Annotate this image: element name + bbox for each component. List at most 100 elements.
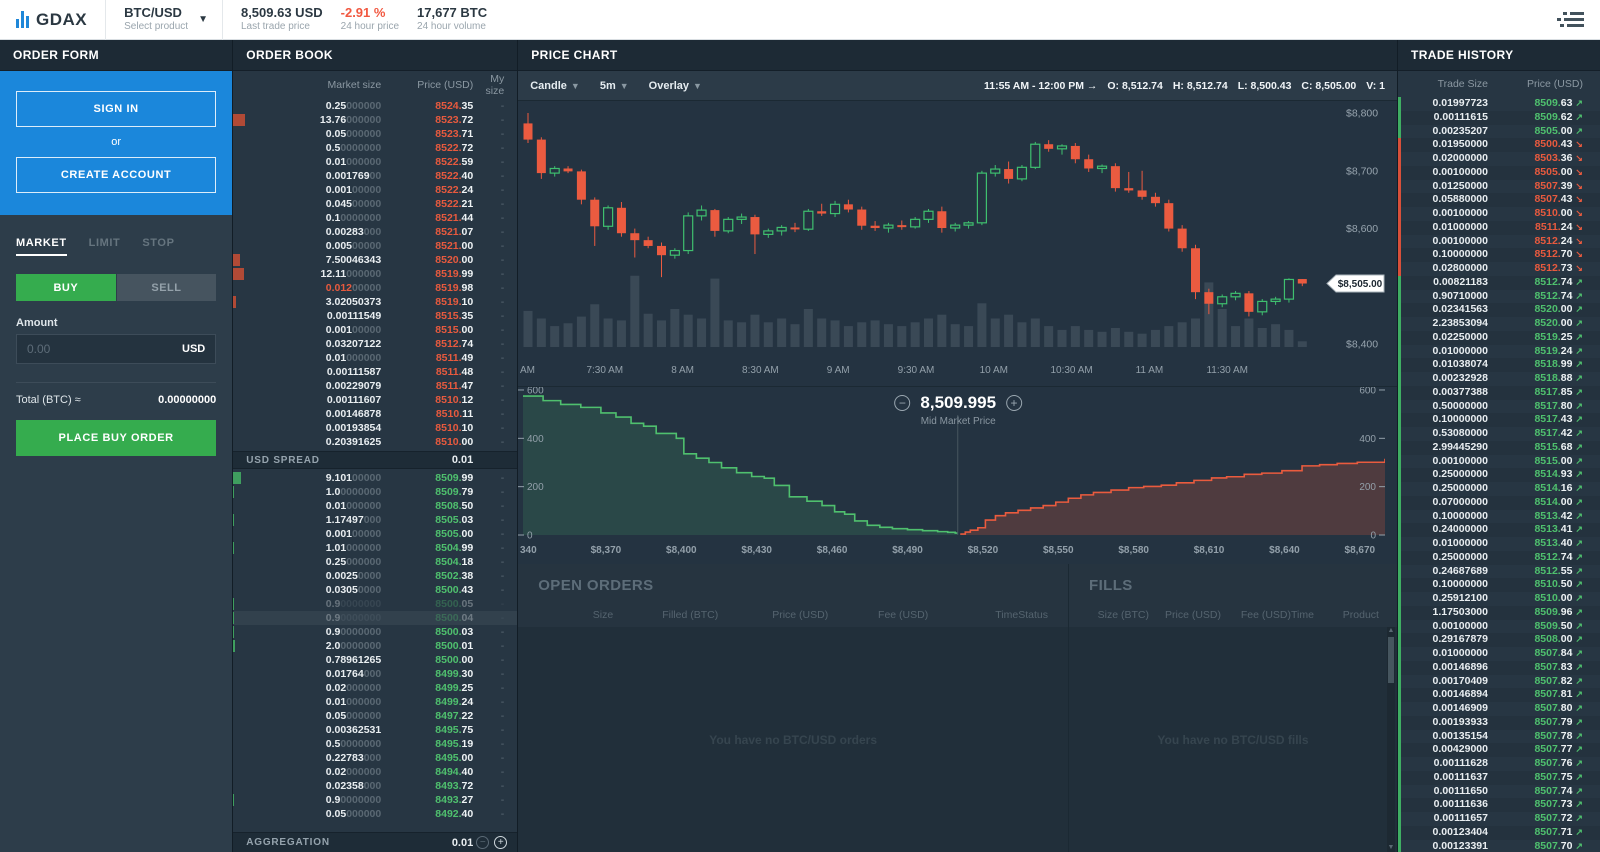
order-book-row[interactable]: 0.05000000 8492.40 -	[233, 807, 517, 821]
order-book-row[interactable]: 0.01764000 8499.30 -	[233, 667, 517, 681]
price: 8520.00	[435, 254, 474, 266]
tab-market[interactable]: MARKET	[16, 237, 67, 256]
order-book-row[interactable]: 0.00500000 8521.00 -	[233, 239, 517, 253]
order-book-row[interactable]: 0.05000000 8497.22 -	[233, 709, 517, 723]
menu-icon[interactable]	[1557, 9, 1584, 30]
order-book-row[interactable]: 0.02000000 8499.25 -	[233, 681, 517, 695]
order-book-row[interactable]: 7.50046343 8520.00 -	[233, 253, 517, 267]
order-book-row[interactable]: 0.25000000 8524.35 -	[233, 99, 517, 113]
order-book-row[interactable]: 0.04500000 8522.21 -	[233, 197, 517, 211]
scroll-down-icon[interactable]: ▼	[1387, 844, 1395, 851]
order-book-row[interactable]: 1.17497000 8505.03 -	[233, 513, 517, 527]
trade-time: 11:55:24	[1583, 166, 1600, 180]
order-book-row[interactable]: 0.50000000 8522.72 -	[233, 141, 517, 155]
order-book-row[interactable]: 1.00000000 8509.79 -	[233, 485, 517, 499]
order-book-row[interactable]: 0.01000000 8522.59 -	[233, 155, 517, 169]
price: 8500.03	[435, 626, 474, 638]
order-book-row[interactable]: 12.11000000 8519.99 -	[233, 267, 517, 281]
trade-row: 0.00235207 8505.00↗11:55:31	[1397, 124, 1600, 139]
order-book-row[interactable]: 0.90000000 8500.04 -	[233, 611, 518, 625]
signin-box: SIGN IN or CREATE ACCOUNT	[0, 71, 233, 215]
scroll-up-icon[interactable]: ▲	[1387, 627, 1395, 634]
order-book-row[interactable]: 0.00111587 8511.48 -	[233, 365, 517, 379]
create-account-button[interactable]: CREATE ACCOUNT	[16, 157, 217, 193]
interval-dropdown[interactable]: 5m ▼	[599, 79, 629, 92]
arrow-up-right-icon: ↗	[1575, 455, 1583, 466]
order-book-row[interactable]: 0.00100000 8505.00 -	[233, 527, 517, 541]
order-book-row[interactable]: 3.02050373 8519.10 -	[233, 295, 517, 309]
order-book-row[interactable]: 0.00100000 8522.24 -	[233, 183, 517, 197]
zoom-in-button[interactable]: +	[1006, 395, 1023, 411]
fills-scrollbar[interactable]: ▲ ▼	[1386, 627, 1395, 852]
spread-row: USD SPREAD 0.01	[233, 451, 518, 469]
order-book-row[interactable]: 0.03050000 8500.43 -	[233, 583, 517, 597]
order-book-row[interactable]: 0.00362531 8495.75 -	[233, 723, 517, 737]
trade-size: 0.01000000	[1432, 647, 1488, 659]
order-book-row[interactable]: 0.01000000 8499.24 -	[233, 695, 517, 709]
chart-type-dropdown[interactable]: Candle ▼	[530, 79, 580, 92]
price: 8494.40	[435, 766, 474, 778]
order-book-row[interactable]: 0.00111549 8515.35 -	[233, 309, 517, 323]
svg-text:200: 200	[527, 482, 544, 493]
place-buy-order-button[interactable]: PLACE BUY ORDER	[16, 420, 217, 456]
trade-price: 8507.71 ↗	[1534, 825, 1583, 838]
order-book-row[interactable]: 0.02000000 8494.40 -	[233, 765, 517, 779]
trade-row: 2.23853094 8520.00↗11:54:58	[1397, 317, 1600, 331]
market-size: 1.01000000	[325, 542, 382, 554]
price: 8511.49	[435, 352, 474, 364]
price: 8508.50	[435, 500, 474, 512]
order-book-row[interactable]: 0.00250000 8502.38 -	[233, 569, 517, 583]
order-book-row[interactable]: 0.05000000 8523.71 -	[233, 127, 517, 141]
order-book-row[interactable]: 0.90000000 8493.27 -	[233, 793, 517, 807]
price: 8500.05	[435, 598, 474, 610]
order-book-row[interactable]: 0.02358000 8493.72 -	[233, 779, 517, 793]
last-trade-price: 8,509.63 USD	[240, 5, 323, 21]
order-book-row[interactable]: 0.00146878 8510.11 -	[233, 407, 517, 421]
trade-size: 0.07000000	[1432, 495, 1488, 508]
market-size: 0.00362531	[325, 724, 382, 736]
price: 8510.00	[435, 436, 474, 448]
order-book-row[interactable]: 0.00111607 8510.12 -	[233, 393, 517, 407]
order-book-row[interactable]: 0.90000000 8500.03 -	[233, 625, 517, 639]
sell-button[interactable]: SELL	[116, 274, 217, 301]
order-book-row[interactable]: 0.22783000 8495.00 -	[233, 751, 517, 765]
aggregation-increase-button[interactable]: +	[494, 836, 508, 849]
order-book-row[interactable]: 13.76000000 8523.72 -	[233, 113, 517, 127]
market-size: 0.00229079	[325, 380, 382, 392]
tab-stop[interactable]: STOP	[142, 237, 175, 249]
order-book-row[interactable]: 0.03207122 8512.74 -	[233, 337, 517, 351]
trade-size: 0.00123404	[1432, 825, 1488, 838]
candlestick-chart[interactable]: $8,800 $8,700 $8,600 $8,400 AM 7:30 AM 8 AM 8:3…	[518, 101, 1397, 386]
order-book-row[interactable]: 0.50000000 8495.19 -	[233, 737, 517, 751]
trade-time: 11:55:24	[1583, 138, 1600, 152]
order-book-row[interactable]: 0.00193854 8510.10 -	[233, 421, 517, 435]
order-book-row[interactable]: 0.00283000 8521.07 -	[233, 225, 517, 239]
overlay-dropdown[interactable]: Overlay ▼	[648, 79, 702, 92]
order-book-row[interactable]: 0.20391625 8510.00 -	[233, 435, 517, 449]
order-book-row[interactable]: 1.01000000 8504.99 -	[233, 541, 517, 555]
scrollbar-thumb[interactable]	[1387, 637, 1394, 683]
buy-button[interactable]: BUY	[16, 274, 116, 301]
aggregation-decrease-button[interactable]: −	[476, 836, 490, 849]
arrow-up-right-icon: ↗	[1575, 345, 1583, 356]
order-book-row[interactable]: 0.00229079 8511.47 -	[233, 379, 517, 393]
order-book-row[interactable]: 0.25000000 8504.18 -	[233, 555, 517, 569]
order-book-row[interactable]: 0.78961265 8500.00 -	[233, 653, 517, 667]
order-book-row[interactable]: 0.01200000 8519.98 -	[233, 281, 517, 295]
order-book-row[interactable]: 9.10100000 8509.99 -	[233, 471, 517, 485]
order-book-row[interactable]: 0.01000000 8508.50 -	[233, 499, 517, 513]
order-book-row[interactable]: 0.00176900 8522.40 -	[233, 169, 517, 183]
order-book-row[interactable]: 2.00000000 8500.01 -	[233, 639, 517, 653]
order-book-row[interactable]: 0.01000000 8511.49 -	[233, 351, 517, 365]
trade-row: 0.25000000 8514.16↗11:54:58	[1397, 482, 1600, 496]
zoom-out-button[interactable]: −	[894, 395, 911, 411]
product-selector[interactable]: BTC/USD Select product ▼	[106, 5, 208, 32]
order-book-row[interactable]: 0.00100000 8515.00 -	[233, 323, 517, 337]
trade-row: 0.01250000 8507.39↘11:55:24	[1397, 179, 1600, 194]
order-book-row[interactable]: 0.10000000 8521.44 -	[233, 211, 517, 225]
depth-chart[interactable]: 0 0 200 200 400 400 600 600 340 $8,370 $8,400 $8,43…	[518, 385, 1397, 564]
sign-in-button[interactable]: SIGN IN	[16, 91, 217, 127]
amount-input[interactable]	[27, 342, 182, 356]
tab-limit[interactable]: LIMIT	[88, 237, 121, 249]
order-book-row[interactable]: 0.90000000 8500.05 -	[233, 597, 517, 611]
